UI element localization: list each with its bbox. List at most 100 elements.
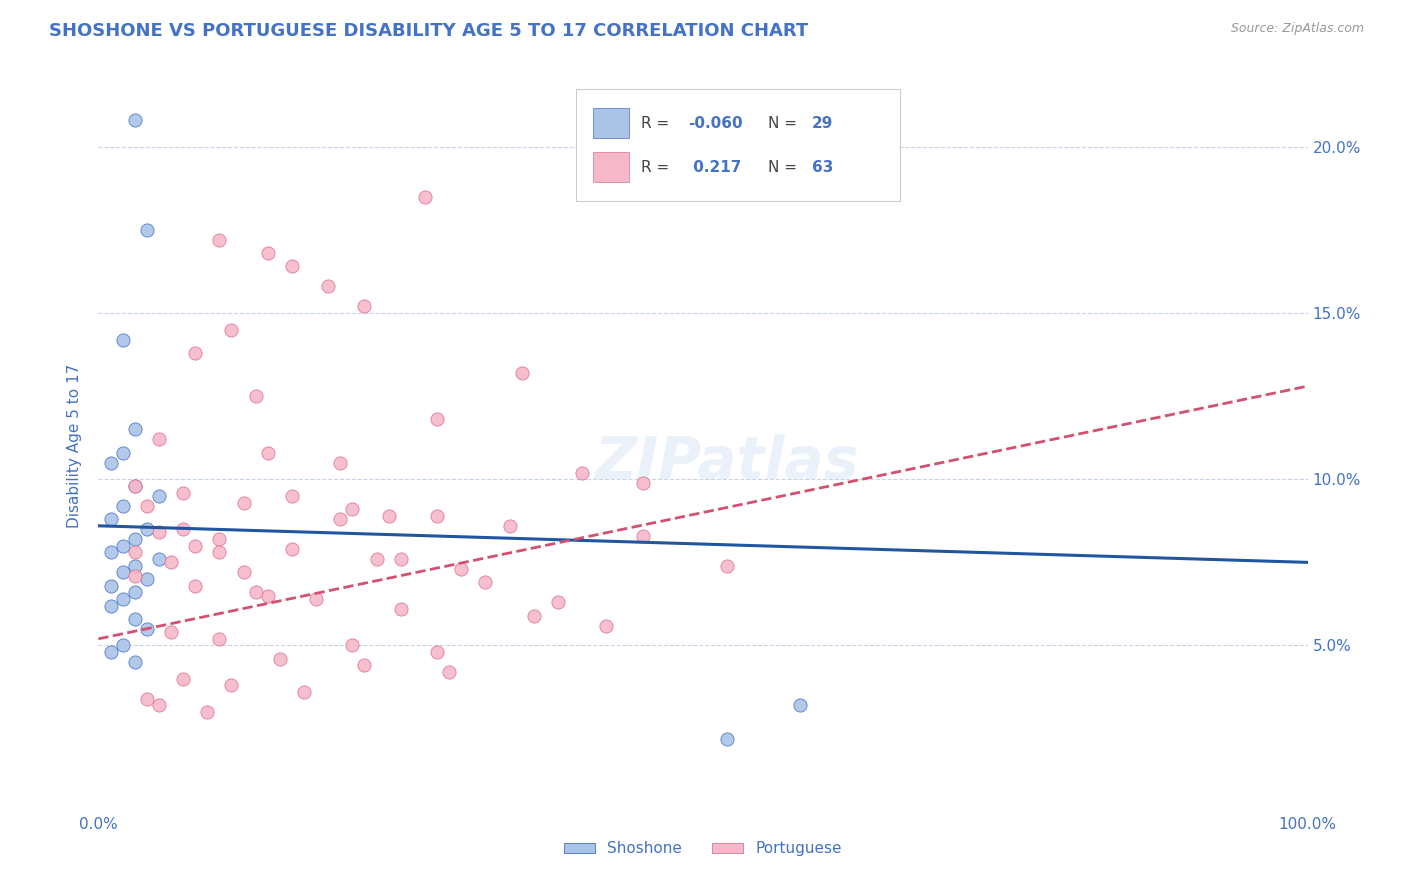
Point [124, 479, 146, 493]
Point [256, 246, 278, 260]
Point [366, 552, 388, 566]
Point [281, 260, 304, 274]
Point [631, 475, 654, 490]
Text: R =: R = [641, 160, 669, 175]
Point [124, 558, 146, 573]
Point [281, 489, 304, 503]
Point [389, 552, 412, 566]
Point [111, 539, 134, 553]
Point [510, 366, 533, 380]
Point [195, 705, 218, 719]
Point [498, 518, 520, 533]
Point [111, 333, 134, 347]
Point [413, 189, 436, 203]
Point [111, 591, 134, 606]
Point [124, 422, 146, 436]
Point [148, 433, 170, 447]
Point [547, 595, 569, 609]
Point [160, 625, 183, 640]
Point [256, 445, 278, 459]
Point [232, 566, 254, 580]
Point [342, 639, 364, 653]
Point [100, 579, 122, 593]
Point [426, 508, 449, 523]
Point [172, 672, 194, 686]
Point [111, 499, 134, 513]
Point [256, 589, 278, 603]
Point [281, 542, 304, 557]
Text: R =: R = [641, 116, 669, 131]
Text: -0.060: -0.060 [688, 116, 742, 131]
Point [111, 445, 134, 459]
Point [124, 113, 146, 128]
Point [208, 632, 231, 646]
Point [111, 639, 134, 653]
Point [377, 508, 399, 523]
Text: 29: 29 [813, 116, 834, 131]
Y-axis label: Disability Age 5 to 17: Disability Age 5 to 17 [67, 364, 83, 528]
Point [135, 223, 157, 237]
Point [124, 532, 146, 546]
Point [124, 545, 146, 559]
Point [148, 698, 170, 713]
Point [100, 545, 122, 559]
FancyBboxPatch shape [593, 109, 628, 138]
Point [124, 479, 146, 493]
Point [135, 499, 157, 513]
Point [208, 532, 231, 546]
Text: 63: 63 [813, 160, 834, 175]
Point [111, 566, 134, 580]
Point [571, 466, 593, 480]
Text: Source: ZipAtlas.com: Source: ZipAtlas.com [1230, 22, 1364, 36]
Point [221, 323, 243, 337]
Legend: Shoshone, Portuguese: Shoshone, Portuguese [558, 836, 848, 863]
Point [342, 502, 364, 516]
Point [329, 456, 352, 470]
Point [184, 539, 207, 553]
Point [124, 612, 146, 626]
Point [316, 279, 339, 293]
Point [148, 525, 170, 540]
Point [124, 655, 146, 669]
Point [100, 645, 122, 659]
Point [160, 555, 183, 569]
Point [426, 412, 449, 426]
Point [124, 585, 146, 599]
Point [595, 618, 617, 632]
Point [232, 495, 254, 509]
Point [208, 545, 231, 559]
Point [353, 299, 375, 313]
Point [172, 522, 194, 536]
Text: ZIPatlas: ZIPatlas [595, 434, 859, 491]
Point [124, 568, 146, 582]
Point [716, 558, 738, 573]
Point [172, 485, 194, 500]
Point [631, 529, 654, 543]
Point [221, 678, 243, 692]
Text: N =: N = [768, 116, 797, 131]
Point [389, 602, 412, 616]
Text: SHOSHONE VS PORTUGUESE DISABILITY AGE 5 TO 17 CORRELATION CHART: SHOSHONE VS PORTUGUESE DISABILITY AGE 5 … [49, 22, 808, 40]
Point [353, 658, 375, 673]
Point [437, 665, 460, 679]
Point [245, 585, 267, 599]
Text: N =: N = [768, 160, 797, 175]
Point [184, 579, 207, 593]
Point [135, 691, 157, 706]
Point [100, 456, 122, 470]
Point [716, 731, 738, 746]
Point [305, 591, 328, 606]
Text: 0.217: 0.217 [688, 160, 741, 175]
Point [100, 512, 122, 526]
Point [135, 572, 157, 586]
Point [148, 552, 170, 566]
Point [184, 346, 207, 360]
Point [329, 512, 352, 526]
Point [789, 698, 811, 713]
Point [148, 489, 170, 503]
Point [135, 522, 157, 536]
Point [100, 599, 122, 613]
Point [269, 652, 291, 666]
Point [426, 645, 449, 659]
Point [245, 389, 267, 403]
